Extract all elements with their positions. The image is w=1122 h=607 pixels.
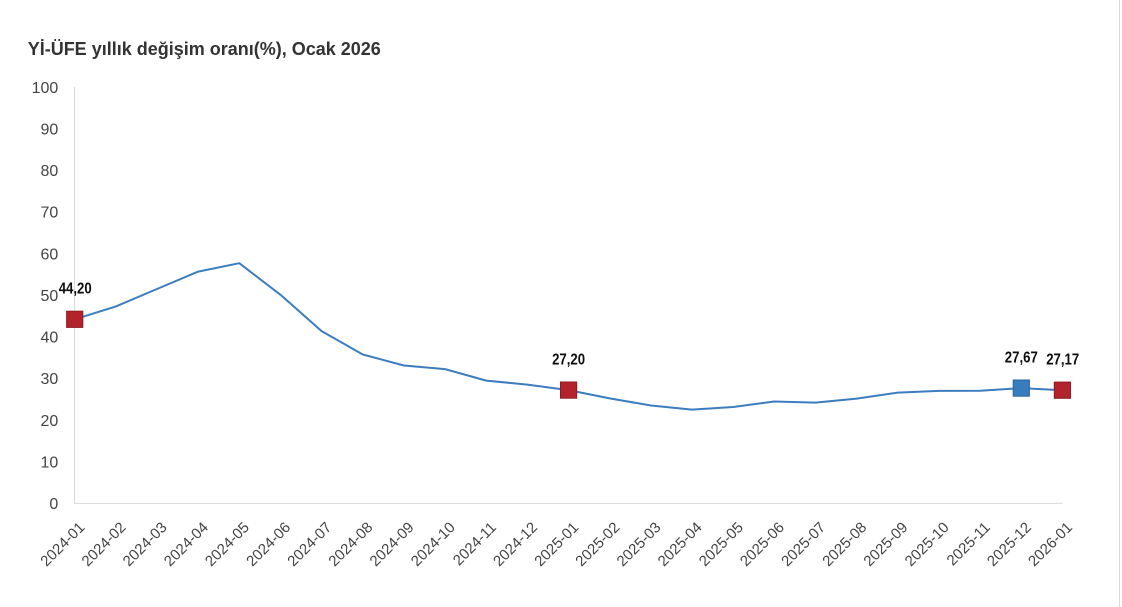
svg-text:60: 60 <box>41 246 59 263</box>
svg-text:70: 70 <box>41 205 59 222</box>
svg-text:90: 90 <box>41 121 59 138</box>
svg-text:Yİ-ÜFE yıllık değişim oranı(%): Yİ-ÜFE yıllık değişim oranı(%), Ocak 202… <box>28 39 381 59</box>
svg-text:100: 100 <box>32 80 59 97</box>
svg-text:30: 30 <box>41 371 59 388</box>
svg-text:80: 80 <box>41 163 59 180</box>
svg-text:44,20: 44,20 <box>59 281 92 298</box>
svg-text:40: 40 <box>41 330 59 347</box>
svg-text:0: 0 <box>49 496 58 513</box>
svg-text:10: 10 <box>41 455 59 472</box>
svg-text:50: 50 <box>41 288 59 305</box>
svg-text:27,20: 27,20 <box>552 351 585 368</box>
svg-text:27,17: 27,17 <box>1046 352 1079 369</box>
svg-text:27,67: 27,67 <box>1005 349 1038 366</box>
svg-text:20: 20 <box>41 413 59 430</box>
